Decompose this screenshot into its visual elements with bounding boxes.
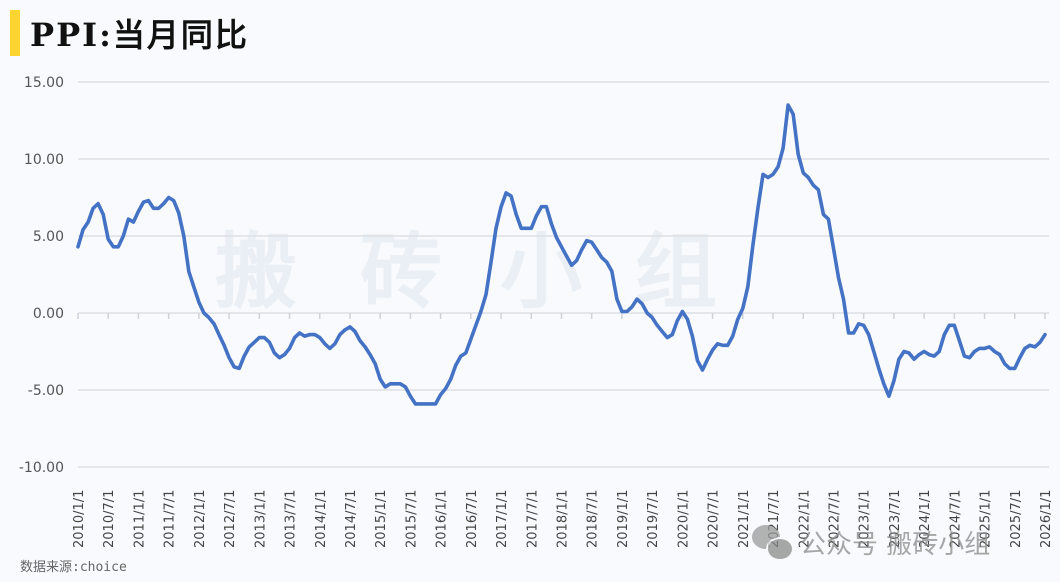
x-tick-label: 2013/7/1 [284,490,299,548]
x-tick-label: 2024/7/1 [948,490,963,548]
watermark: 搬砖小组 [215,225,717,320]
wechat-watermark: 公众号 搬砖小组 [752,524,990,561]
x-tick-label: 2018/1/1 [556,490,571,548]
x-tick-label: 2020/1/1 [676,490,691,548]
x-axis: 2010/1/1 2010/7/1 2011/1/1 2011/7/1 2012/1/1… [72,313,1054,548]
x-tick-label: 2012/7/1 [223,490,238,548]
watermark-char: 搬 [215,225,297,320]
ppi-series-line [76,103,1047,406]
x-tick-label: 2011/1/1 [132,490,147,548]
x-tick-label: 2011/7/1 [163,490,178,548]
title-accent-bar [10,10,20,56]
y-tick-label: 10.00 [24,152,64,168]
x-tick-label: 2019/7/1 [646,490,661,548]
x-tick-label: 2020/7/1 [707,490,722,548]
x-tick-label: 2012/1/1 [193,490,208,548]
x-tick-label: 2017/1/1 [495,490,510,548]
y-axis: 15.00 10.00 5.00 0.00 -5.00 -10.00 [19,75,64,476]
x-tick-label: 2016/7/1 [465,490,480,548]
x-tick-label: 2024/1/1 [918,490,933,548]
x-tick-label: 2025/1/1 [979,490,994,548]
x-tick-label: 2014/7/1 [344,490,359,548]
data-source-note: 数据来源:choice [20,560,127,575]
y-tick-label: -5.00 [28,383,64,399]
x-tick-label: 2015/1/1 [374,490,389,548]
x-tick-label: 2015/7/1 [404,490,419,548]
x-tick-label: 2022/1/1 [797,490,812,548]
x-tick-label: 2019/1/1 [616,490,631,548]
y-tick-label: -10.00 [19,460,64,476]
x-tick-label: 2014/1/1 [314,490,329,548]
x-tick-label: 2018/7/1 [586,490,601,548]
watermark-char: 砖 [360,225,442,320]
x-tick-label: 2010/7/1 [102,490,117,548]
x-tick-label: 2023/1/1 [858,490,873,548]
x-tick-label: 2025/7/1 [1009,490,1024,548]
y-tick-label: 5.00 [33,229,64,245]
x-tick-label: 2026/1/1 [1039,490,1054,548]
wechat-icon [752,524,794,561]
x-tick-label: 2021/1/1 [737,490,752,548]
x-tick-label: 2016/1/1 [435,490,450,548]
x-tick-label: 2022/7/1 [827,490,842,548]
wechat-label: 公众号 搬砖小组 [800,530,991,560]
watermark-char: 小 [500,225,582,320]
y-tick-label: 15.00 [24,75,64,91]
watermark-char: 组 [635,225,717,320]
x-tick-label: 2017/7/1 [525,490,540,548]
title-bar: PPI:当月同比 [10,10,249,56]
chart-title: PPI:当月同比 [30,16,249,54]
y-tick-label: 0.00 [33,306,64,322]
x-tick-label: 2013/1/1 [253,490,268,548]
x-tick-label: 2010/1/1 [72,490,87,548]
x-tick-label: 2023/7/1 [888,490,903,548]
